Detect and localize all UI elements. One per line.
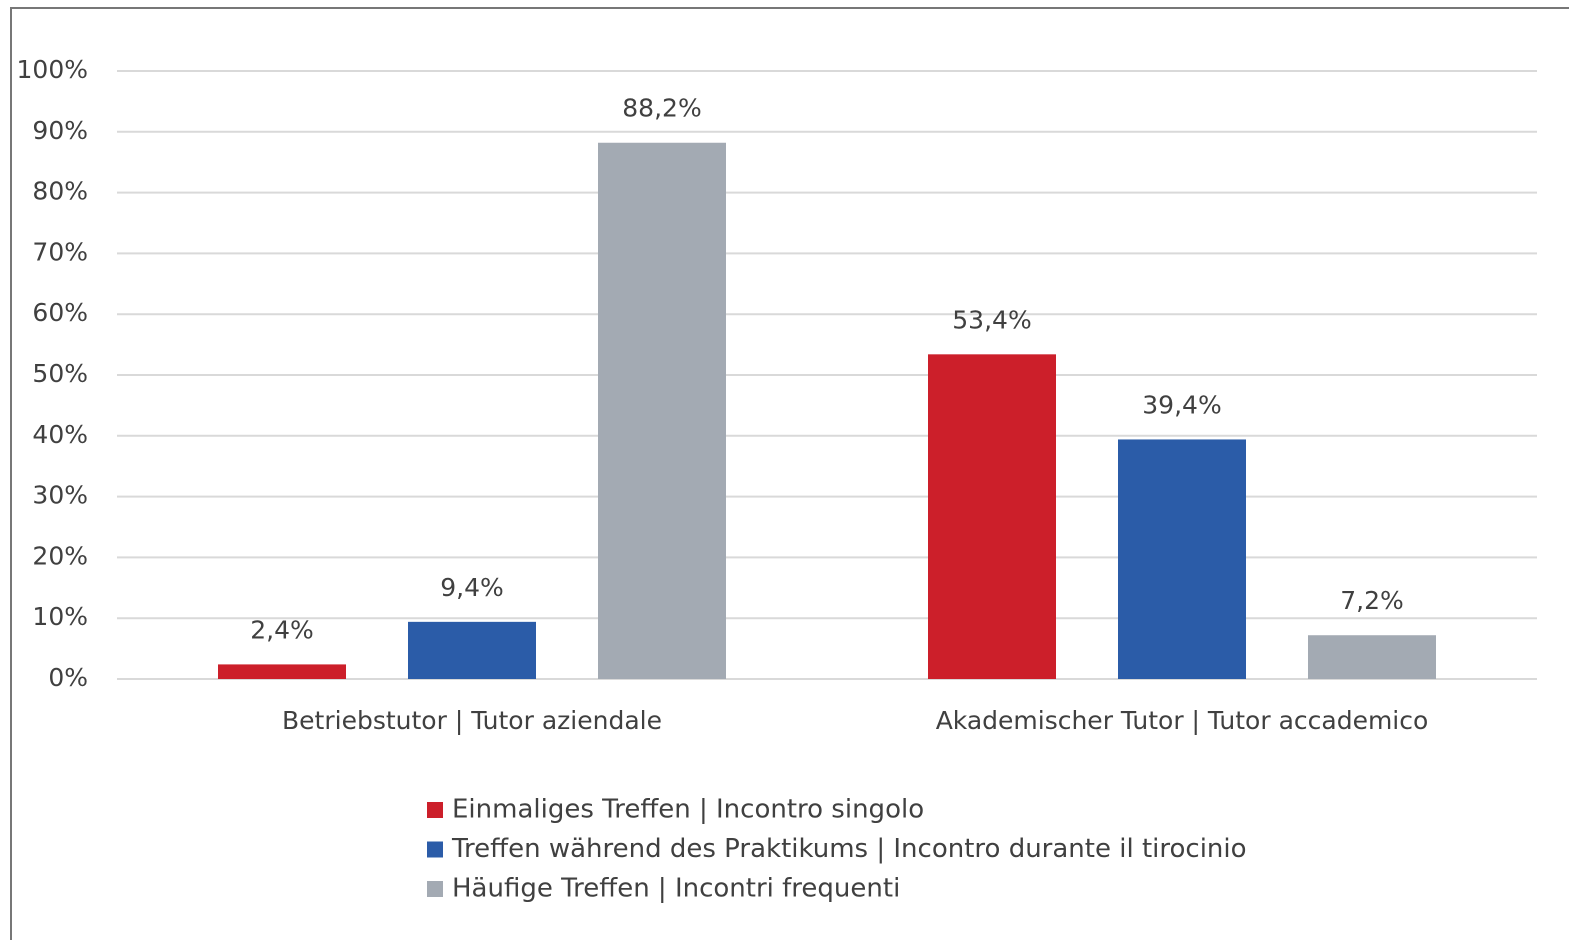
legend-swatch: [427, 881, 443, 897]
bar: [408, 621, 536, 679]
bar: [218, 664, 346, 679]
legend-label: Häufige Treffen | Incontri frequenti: [452, 874, 900, 904]
y-tick-label: 60%: [32, 298, 88, 327]
legend-swatch: [427, 802, 443, 818]
x-tick-label: Akademischer Tutor | Tutor accademico: [936, 706, 1429, 735]
data-label: 9,4%: [440, 573, 504, 602]
bar: [1118, 439, 1246, 679]
y-tick-label: 80%: [32, 177, 88, 206]
legend-label: Treffen während des Praktikums | Incontr…: [451, 834, 1247, 864]
y-tick-label: 70%: [32, 237, 88, 266]
data-label: 88,2%: [622, 94, 701, 123]
x-tick-label: Betriebstutor | Tutor aziendale: [282, 706, 662, 735]
frame: [10, 7, 1569, 940]
y-tick-label: 10%: [32, 602, 88, 631]
bar: [928, 354, 1056, 679]
y-tick-label: 90%: [32, 116, 88, 145]
data-label: 2,4%: [250, 615, 314, 644]
data-label: 53,4%: [952, 305, 1031, 334]
y-tick-label: 100%: [17, 55, 88, 84]
y-tick-label: 0%: [48, 663, 88, 692]
legend-label: Einmaliges Treffen | Incontro singolo: [452, 795, 924, 825]
data-label: 7,2%: [1340, 586, 1404, 615]
y-tick-label: 40%: [32, 420, 88, 449]
y-tick-label: 50%: [32, 359, 88, 388]
data-label: 39,4%: [1142, 390, 1221, 419]
bar: [1308, 635, 1436, 679]
y-tick-label: 20%: [32, 541, 88, 570]
bar: [598, 142, 726, 679]
y-tick-label: 30%: [32, 481, 88, 510]
legend-swatch: [427, 841, 443, 858]
